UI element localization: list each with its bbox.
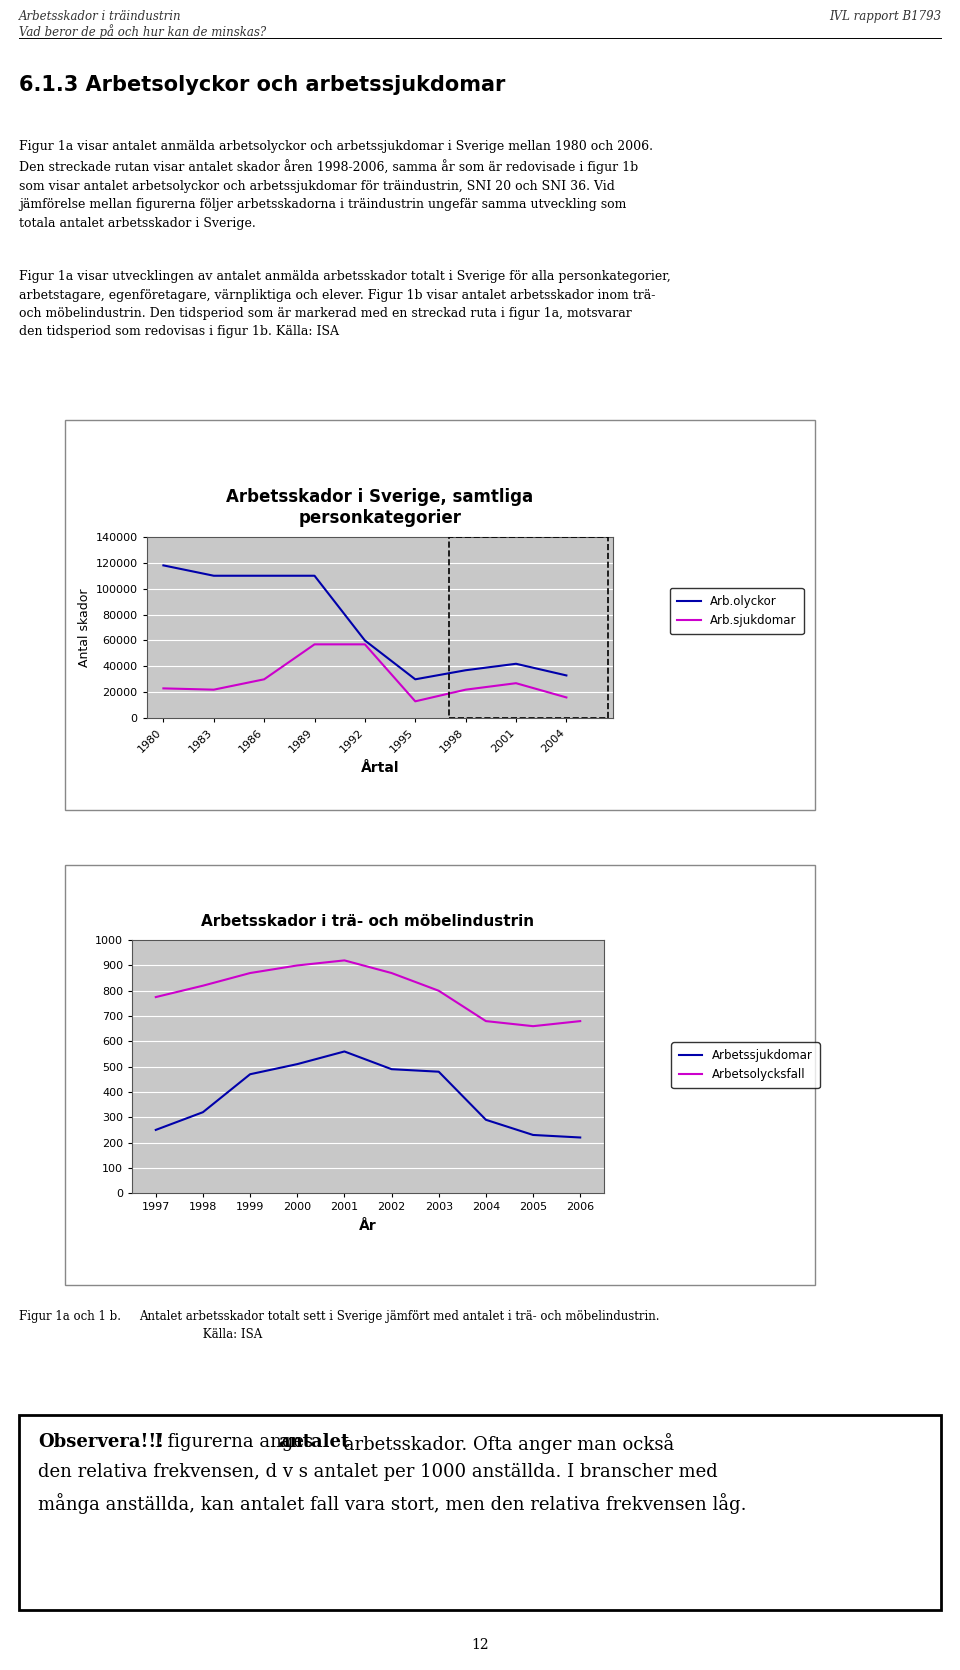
Arb.sjukdomar — [258, 670, 270, 690]
Title: Arbetsskador i Sverige, samtliga
personkategorier: Arbetsskador i Sverige, samtliga personk… — [227, 488, 534, 528]
Arb.olyckor — [359, 631, 371, 651]
Arbetssjukdomar — [433, 1062, 444, 1082]
X-axis label: Årtal: Årtal — [361, 762, 399, 775]
Text: Figur 1a visar antalet anmälda arbetsolyckor och arbetssjukdomar i Sverige mella: Figur 1a visar antalet anmälda arbetsoly… — [19, 140, 653, 230]
Bar — [449, 536, 609, 718]
Arbetssjukdomar — [245, 1064, 256, 1084]
Arbetsolycksfall — [433, 980, 444, 1000]
X-axis label: År: År — [359, 1219, 377, 1232]
Arbetsolycksfall — [339, 950, 350, 970]
Arbetssjukdomar — [339, 1042, 350, 1062]
Arb.olyckor — [157, 556, 169, 576]
Arbetssjukdomar — [197, 1102, 208, 1122]
Line: Arbetssjukdomar: Arbetssjukdomar — [156, 1052, 580, 1137]
Arbetssjukdomar — [574, 1127, 586, 1147]
Arb.sjukdomar — [157, 678, 169, 698]
Arb.sjukdomar — [359, 635, 371, 655]
Arbetsolycksfall — [292, 955, 303, 975]
Arbetssjukdomar — [150, 1121, 161, 1141]
Arb.olyckor — [258, 566, 270, 586]
Arb.sjukdomar — [208, 680, 220, 700]
Arbetsolycksfall — [527, 1015, 539, 1035]
Text: den relativa frekvensen, d v s antalet per 1000 anställda. I branscher med: den relativa frekvensen, d v s antalet p… — [38, 1463, 718, 1481]
Arb.olyckor — [460, 660, 471, 680]
Arb.olyckor — [561, 665, 572, 685]
Arb.olyckor — [410, 670, 421, 690]
Text: Arbetsskador i träindustrin: Arbetsskador i träindustrin — [19, 10, 181, 23]
Text: 12: 12 — [471, 1638, 489, 1652]
Text: Antalet arbetsskador totalt sett i Sverige jämfört med antalet i trä- och möbeli: Antalet arbetsskador totalt sett i Sveri… — [139, 1309, 660, 1341]
Arbetsolycksfall — [150, 987, 161, 1007]
Arbetssjukdomar — [527, 1126, 539, 1146]
Arb.sjukdomar — [561, 688, 572, 708]
Text: IVL rapport B1793: IVL rapport B1793 — [828, 10, 941, 23]
Text: Figur 1a och 1 b.: Figur 1a och 1 b. — [19, 1309, 121, 1323]
Arb.sjukdomar — [460, 680, 471, 700]
Arbetssjukdomar — [292, 1054, 303, 1074]
Arbetsolycksfall — [386, 964, 397, 984]
Text: många anställda, kan antalet fall vara stort, men den relativa frekvensen låg.: många anställda, kan antalet fall vara s… — [38, 1493, 747, 1515]
Text: Vad beror de på och hur kan de minskas?: Vad beror de på och hur kan de minskas? — [19, 23, 266, 38]
Arbetssjukdomar — [386, 1059, 397, 1079]
Arbetsolycksfall — [245, 964, 256, 984]
Arbetsolycksfall — [574, 1010, 586, 1030]
Arb.sjukdomar — [511, 673, 522, 693]
Line: Arb.olyckor: Arb.olyckor — [163, 566, 566, 680]
Arb.sjukdomar — [309, 635, 321, 655]
Arbetssjukdomar — [480, 1111, 492, 1131]
Legend: Arb.olyckor, Arb.sjukdomar: Arb.olyckor, Arb.sjukdomar — [670, 588, 804, 635]
Line: Arb.sjukdomar: Arb.sjukdomar — [163, 645, 566, 701]
Text: arbetsskador. Ofta anger man också: arbetsskador. Ofta anger man också — [338, 1433, 674, 1455]
Arbetsolycksfall — [197, 975, 208, 995]
Text: antalet: antalet — [278, 1433, 349, 1451]
Line: Arbetsolycksfall: Arbetsolycksfall — [156, 960, 580, 1025]
Arb.olyckor — [309, 566, 321, 586]
Arb.sjukdomar — [410, 691, 421, 711]
Title: Arbetsskador i trä- och möbelindustrin: Arbetsskador i trä- och möbelindustrin — [202, 913, 535, 929]
Legend: Arbetssjukdomar, Arbetsolycksfall: Arbetssjukdomar, Arbetsolycksfall — [671, 1042, 820, 1089]
Text: Figur 1a visar utvecklingen av antalet anmälda arbetsskador totalt i Sverige för: Figur 1a visar utvecklingen av antalet a… — [19, 271, 671, 339]
Text: Observera!!!: Observera!!! — [38, 1433, 164, 1451]
Arbetsolycksfall — [480, 1010, 492, 1030]
Y-axis label: Antal skador: Antal skador — [79, 588, 91, 666]
Text: 6.1.3 Arbetsolyckor och arbetssjukdomar: 6.1.3 Arbetsolyckor och arbetssjukdomar — [19, 75, 506, 95]
Arb.olyckor — [208, 566, 220, 586]
Text: I figurerna anges: I figurerna anges — [149, 1433, 319, 1451]
Arb.olyckor — [511, 653, 522, 673]
